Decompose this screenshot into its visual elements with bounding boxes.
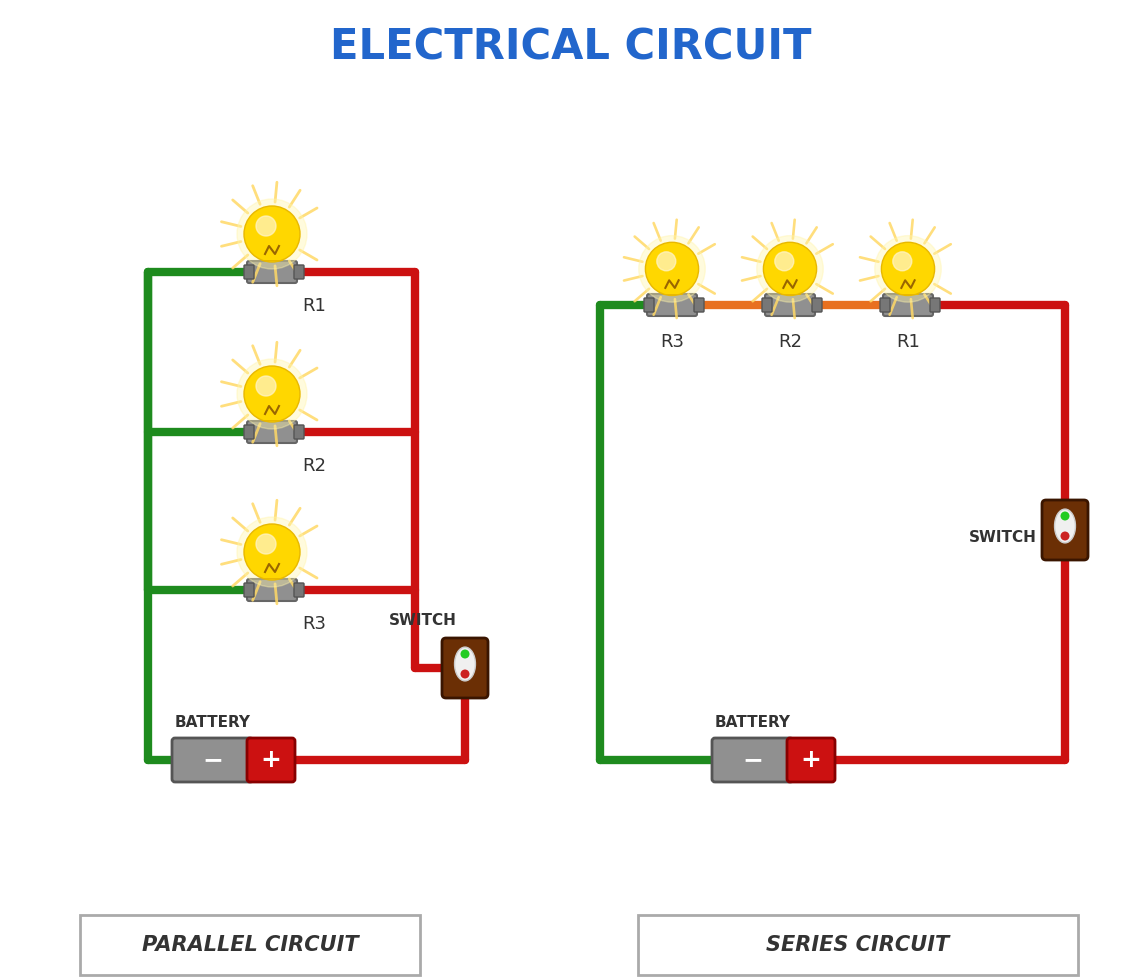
Circle shape — [237, 359, 307, 429]
Circle shape — [757, 235, 823, 302]
FancyBboxPatch shape — [243, 425, 254, 439]
Circle shape — [256, 534, 275, 554]
Circle shape — [764, 242, 816, 296]
FancyBboxPatch shape — [788, 738, 836, 782]
FancyBboxPatch shape — [638, 915, 1078, 975]
FancyBboxPatch shape — [294, 265, 304, 279]
FancyBboxPatch shape — [442, 638, 488, 698]
Text: R2: R2 — [778, 333, 802, 351]
Text: PARALLEL CIRCUIT: PARALLEL CIRCUIT — [142, 935, 358, 955]
FancyBboxPatch shape — [247, 738, 295, 782]
Text: −: − — [742, 748, 764, 772]
Circle shape — [881, 242, 935, 296]
FancyBboxPatch shape — [247, 579, 297, 601]
FancyBboxPatch shape — [647, 294, 697, 316]
Circle shape — [461, 650, 470, 659]
Ellipse shape — [1055, 509, 1076, 543]
Circle shape — [243, 524, 299, 580]
Text: +: + — [800, 748, 822, 772]
Text: SERIES CIRCUIT: SERIES CIRCUIT — [766, 935, 950, 955]
Text: R3: R3 — [302, 615, 326, 633]
FancyBboxPatch shape — [765, 294, 815, 316]
Circle shape — [646, 242, 698, 296]
FancyBboxPatch shape — [1042, 500, 1088, 560]
FancyBboxPatch shape — [880, 298, 890, 312]
FancyBboxPatch shape — [243, 583, 254, 597]
Circle shape — [243, 366, 299, 422]
Circle shape — [657, 252, 676, 270]
FancyBboxPatch shape — [930, 298, 940, 312]
FancyBboxPatch shape — [712, 738, 793, 782]
Text: +: + — [261, 748, 281, 772]
Circle shape — [1061, 531, 1070, 541]
Circle shape — [256, 376, 275, 396]
Text: R2: R2 — [302, 457, 326, 475]
Circle shape — [243, 206, 299, 262]
FancyBboxPatch shape — [294, 583, 304, 597]
Circle shape — [775, 252, 793, 270]
Text: R1: R1 — [896, 333, 920, 351]
Text: SWITCH: SWITCH — [389, 613, 457, 628]
FancyBboxPatch shape — [884, 294, 933, 316]
Text: R1: R1 — [302, 297, 326, 315]
Circle shape — [256, 216, 275, 236]
Circle shape — [237, 199, 307, 269]
FancyBboxPatch shape — [644, 298, 654, 312]
Circle shape — [461, 669, 470, 678]
FancyBboxPatch shape — [247, 261, 297, 283]
FancyBboxPatch shape — [243, 265, 254, 279]
FancyBboxPatch shape — [171, 738, 253, 782]
Text: −: − — [202, 748, 223, 772]
FancyBboxPatch shape — [294, 425, 304, 439]
FancyBboxPatch shape — [694, 298, 704, 312]
Text: BATTERY: BATTERY — [716, 715, 791, 730]
FancyBboxPatch shape — [247, 421, 297, 443]
Circle shape — [1061, 512, 1070, 520]
Circle shape — [237, 517, 307, 587]
Circle shape — [639, 235, 705, 302]
FancyBboxPatch shape — [812, 298, 822, 312]
FancyBboxPatch shape — [80, 915, 419, 975]
Text: R3: R3 — [660, 333, 684, 351]
Circle shape — [893, 252, 912, 270]
Text: SWITCH: SWITCH — [969, 530, 1037, 546]
FancyBboxPatch shape — [762, 298, 772, 312]
Text: BATTERY: BATTERY — [175, 715, 251, 730]
Ellipse shape — [455, 647, 475, 681]
Circle shape — [874, 235, 941, 302]
Text: ELECTRICAL CIRCUIT: ELECTRICAL CIRCUIT — [330, 27, 812, 69]
